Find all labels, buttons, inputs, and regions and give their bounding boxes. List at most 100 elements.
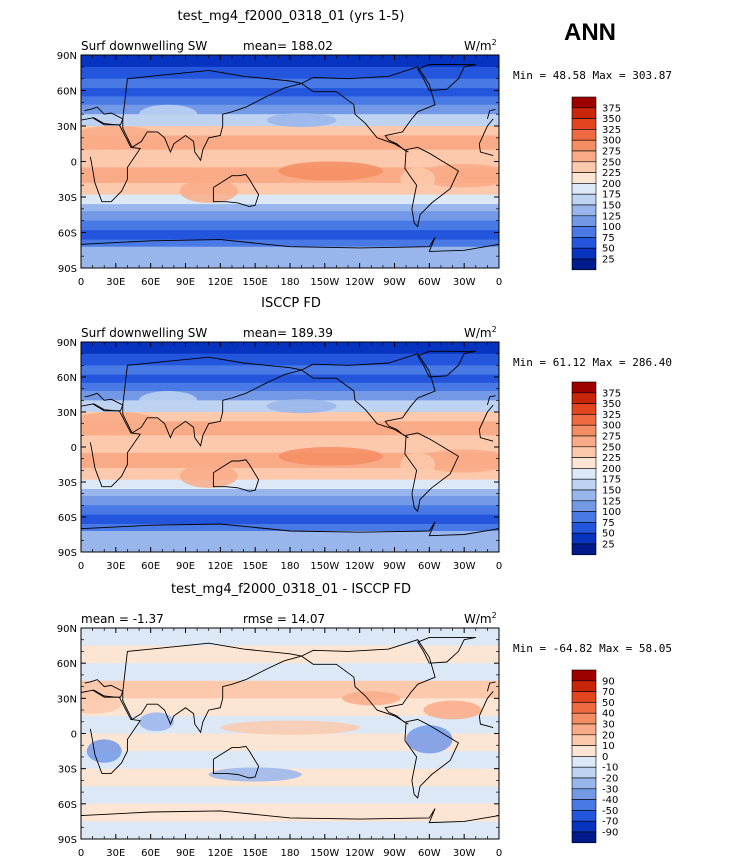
colorbar-swatch — [571, 446, 597, 458]
lat-label: 0 — [71, 443, 77, 454]
colorbar-swatch — [571, 799, 597, 811]
lon-label: 60W — [418, 561, 441, 572]
field-band — [81, 246, 499, 268]
lat-label: 60N — [57, 87, 77, 98]
field-band — [81, 66, 499, 80]
lon-label: 180 — [280, 848, 299, 859]
field-band — [81, 126, 499, 136]
colorbar-swatch — [571, 702, 597, 714]
field-band — [81, 786, 499, 805]
field-anomaly — [81, 126, 163, 150]
coastline — [404, 146, 459, 228]
lon-label: 30W — [453, 277, 476, 288]
lon-label: 30E — [106, 561, 125, 572]
field-anomaly — [179, 464, 238, 488]
field-band — [81, 194, 499, 205]
lat-label: 30N — [57, 408, 77, 419]
field-band — [81, 211, 499, 222]
lon-label: 180 — [280, 277, 299, 288]
lon-label: 60E — [141, 561, 160, 572]
colorbar-swatch — [571, 522, 597, 534]
coastline — [122, 356, 302, 447]
field-band — [81, 382, 499, 392]
field-band — [81, 78, 499, 89]
lon-label: 120W — [345, 277, 374, 288]
colorbar-swatch — [571, 468, 597, 480]
lon-label: 60W — [418, 848, 441, 859]
colorbar-label: 225 — [602, 453, 621, 464]
coastline — [478, 429, 494, 442]
field-band — [81, 239, 499, 248]
colorbar-swatch — [571, 543, 597, 556]
colorbar-label: 300 — [602, 136, 621, 147]
colorbar-label: 70 — [602, 687, 615, 698]
lon-label: 120W — [345, 848, 374, 859]
colorbar-label: 175 — [602, 190, 621, 201]
coastline — [122, 69, 302, 162]
lon-label: 150W — [310, 848, 339, 859]
field-anomaly — [139, 391, 198, 410]
colorbar-swatch — [571, 500, 597, 512]
colorbar-swatch — [571, 820, 597, 833]
colorbar-label: 10 — [602, 741, 615, 752]
lat-label: 90S — [58, 264, 77, 275]
colorbar-label: 25 — [602, 540, 615, 551]
field-band — [81, 204, 499, 212]
field-band — [81, 496, 499, 506]
colorbar-swatch — [571, 150, 597, 163]
lat-label: 90S — [58, 548, 77, 559]
colorbar-swatch — [571, 96, 597, 109]
coastline — [478, 143, 494, 157]
coastline — [301, 639, 436, 725]
colorbar-label: 275 — [602, 432, 621, 443]
lon-label: 180 — [280, 561, 299, 572]
field-layer — [81, 55, 499, 268]
min-max-label: Min = 48.58 Max = 303.87 — [513, 69, 672, 82]
field-band — [81, 680, 499, 699]
colorbar-label: 150 — [602, 201, 621, 212]
colorbar-label: 375 — [602, 388, 621, 399]
colorbar-label: 225 — [602, 168, 621, 179]
colorbar-label: 325 — [602, 410, 621, 421]
field-band — [81, 230, 499, 241]
lon-label: 0 — [496, 561, 502, 572]
lon-label: 90E — [176, 561, 195, 572]
colorbar-label: 350 — [602, 399, 621, 410]
field-anomaly — [417, 449, 499, 473]
field-anomaly — [220, 720, 360, 735]
lat-label: 60S — [58, 229, 77, 240]
lon-label: 150E — [242, 848, 267, 859]
coastline — [89, 403, 141, 488]
lon-label: 150W — [310, 561, 339, 572]
field-anomaly — [400, 167, 436, 192]
field-anomaly — [278, 447, 383, 466]
lat-label: 60N — [57, 659, 77, 670]
colorbar-swatch — [571, 237, 597, 249]
lon-label: 120E — [208, 277, 233, 288]
field-band — [81, 435, 499, 454]
coastline — [478, 404, 494, 430]
colorbar-label: 100 — [602, 222, 621, 233]
field-band — [81, 220, 499, 231]
field-band — [81, 353, 499, 366]
colorbar-swatch — [571, 226, 597, 238]
lon-label: 120E — [208, 848, 233, 859]
colorbar-swatch — [571, 745, 597, 757]
colorbar-label: 40 — [602, 709, 615, 720]
coastline — [486, 681, 496, 692]
field-layer — [81, 342, 499, 552]
colorbar-swatch — [571, 172, 597, 184]
coastline — [404, 432, 459, 513]
field-band — [81, 489, 499, 497]
lon-label: 60W — [418, 277, 441, 288]
units-label: W/m2 — [464, 38, 497, 53]
colorbar-swatch — [571, 669, 597, 682]
colorbar-swatch — [571, 424, 597, 437]
lon-label: 120W — [345, 561, 374, 572]
colorbar-swatch — [571, 129, 597, 141]
field-band — [81, 531, 499, 552]
field-band — [81, 135, 499, 151]
